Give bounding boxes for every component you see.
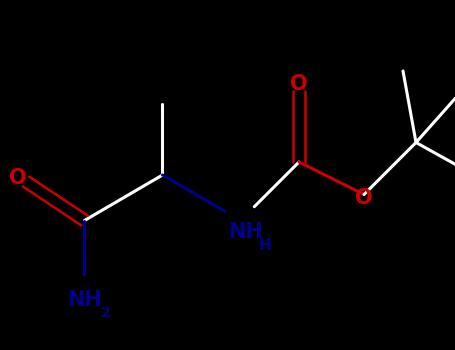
Text: O: O bbox=[355, 188, 373, 208]
Text: O: O bbox=[10, 168, 27, 188]
Text: NH: NH bbox=[67, 290, 102, 310]
Text: O: O bbox=[290, 74, 308, 94]
Text: 2: 2 bbox=[101, 306, 110, 320]
Text: H: H bbox=[259, 238, 272, 253]
Text: NH: NH bbox=[228, 222, 263, 242]
